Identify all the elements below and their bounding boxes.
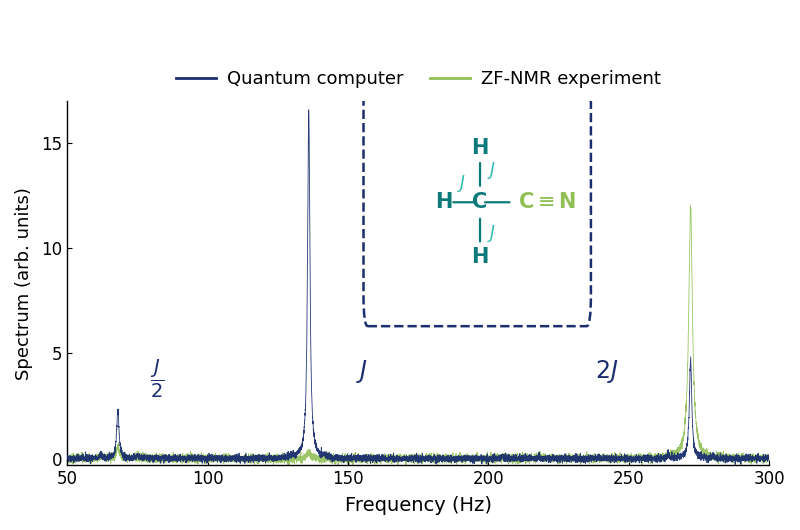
X-axis label: Frequency (Hz): Frequency (Hz) [345, 496, 492, 515]
Text: H: H [435, 192, 452, 212]
Text: $2J$: $2J$ [594, 358, 618, 385]
Text: C: C [472, 192, 488, 212]
Y-axis label: Spectrum (arb. units): Spectrum (arb. units) [15, 187, 33, 379]
Text: H: H [471, 138, 489, 157]
Text: $J$: $J$ [487, 160, 496, 181]
Text: H: H [471, 247, 489, 267]
Text: C$\equiv$N: C$\equiv$N [518, 192, 576, 212]
Text: $\dfrac{J}{2}$: $\dfrac{J}{2}$ [150, 358, 165, 400]
Text: $J$: $J$ [457, 173, 466, 194]
Legend: Quantum computer, ZF-NMR experiment: Quantum computer, ZF-NMR experiment [169, 63, 668, 95]
Text: $J$: $J$ [487, 223, 496, 244]
Text: $J$: $J$ [356, 358, 368, 385]
